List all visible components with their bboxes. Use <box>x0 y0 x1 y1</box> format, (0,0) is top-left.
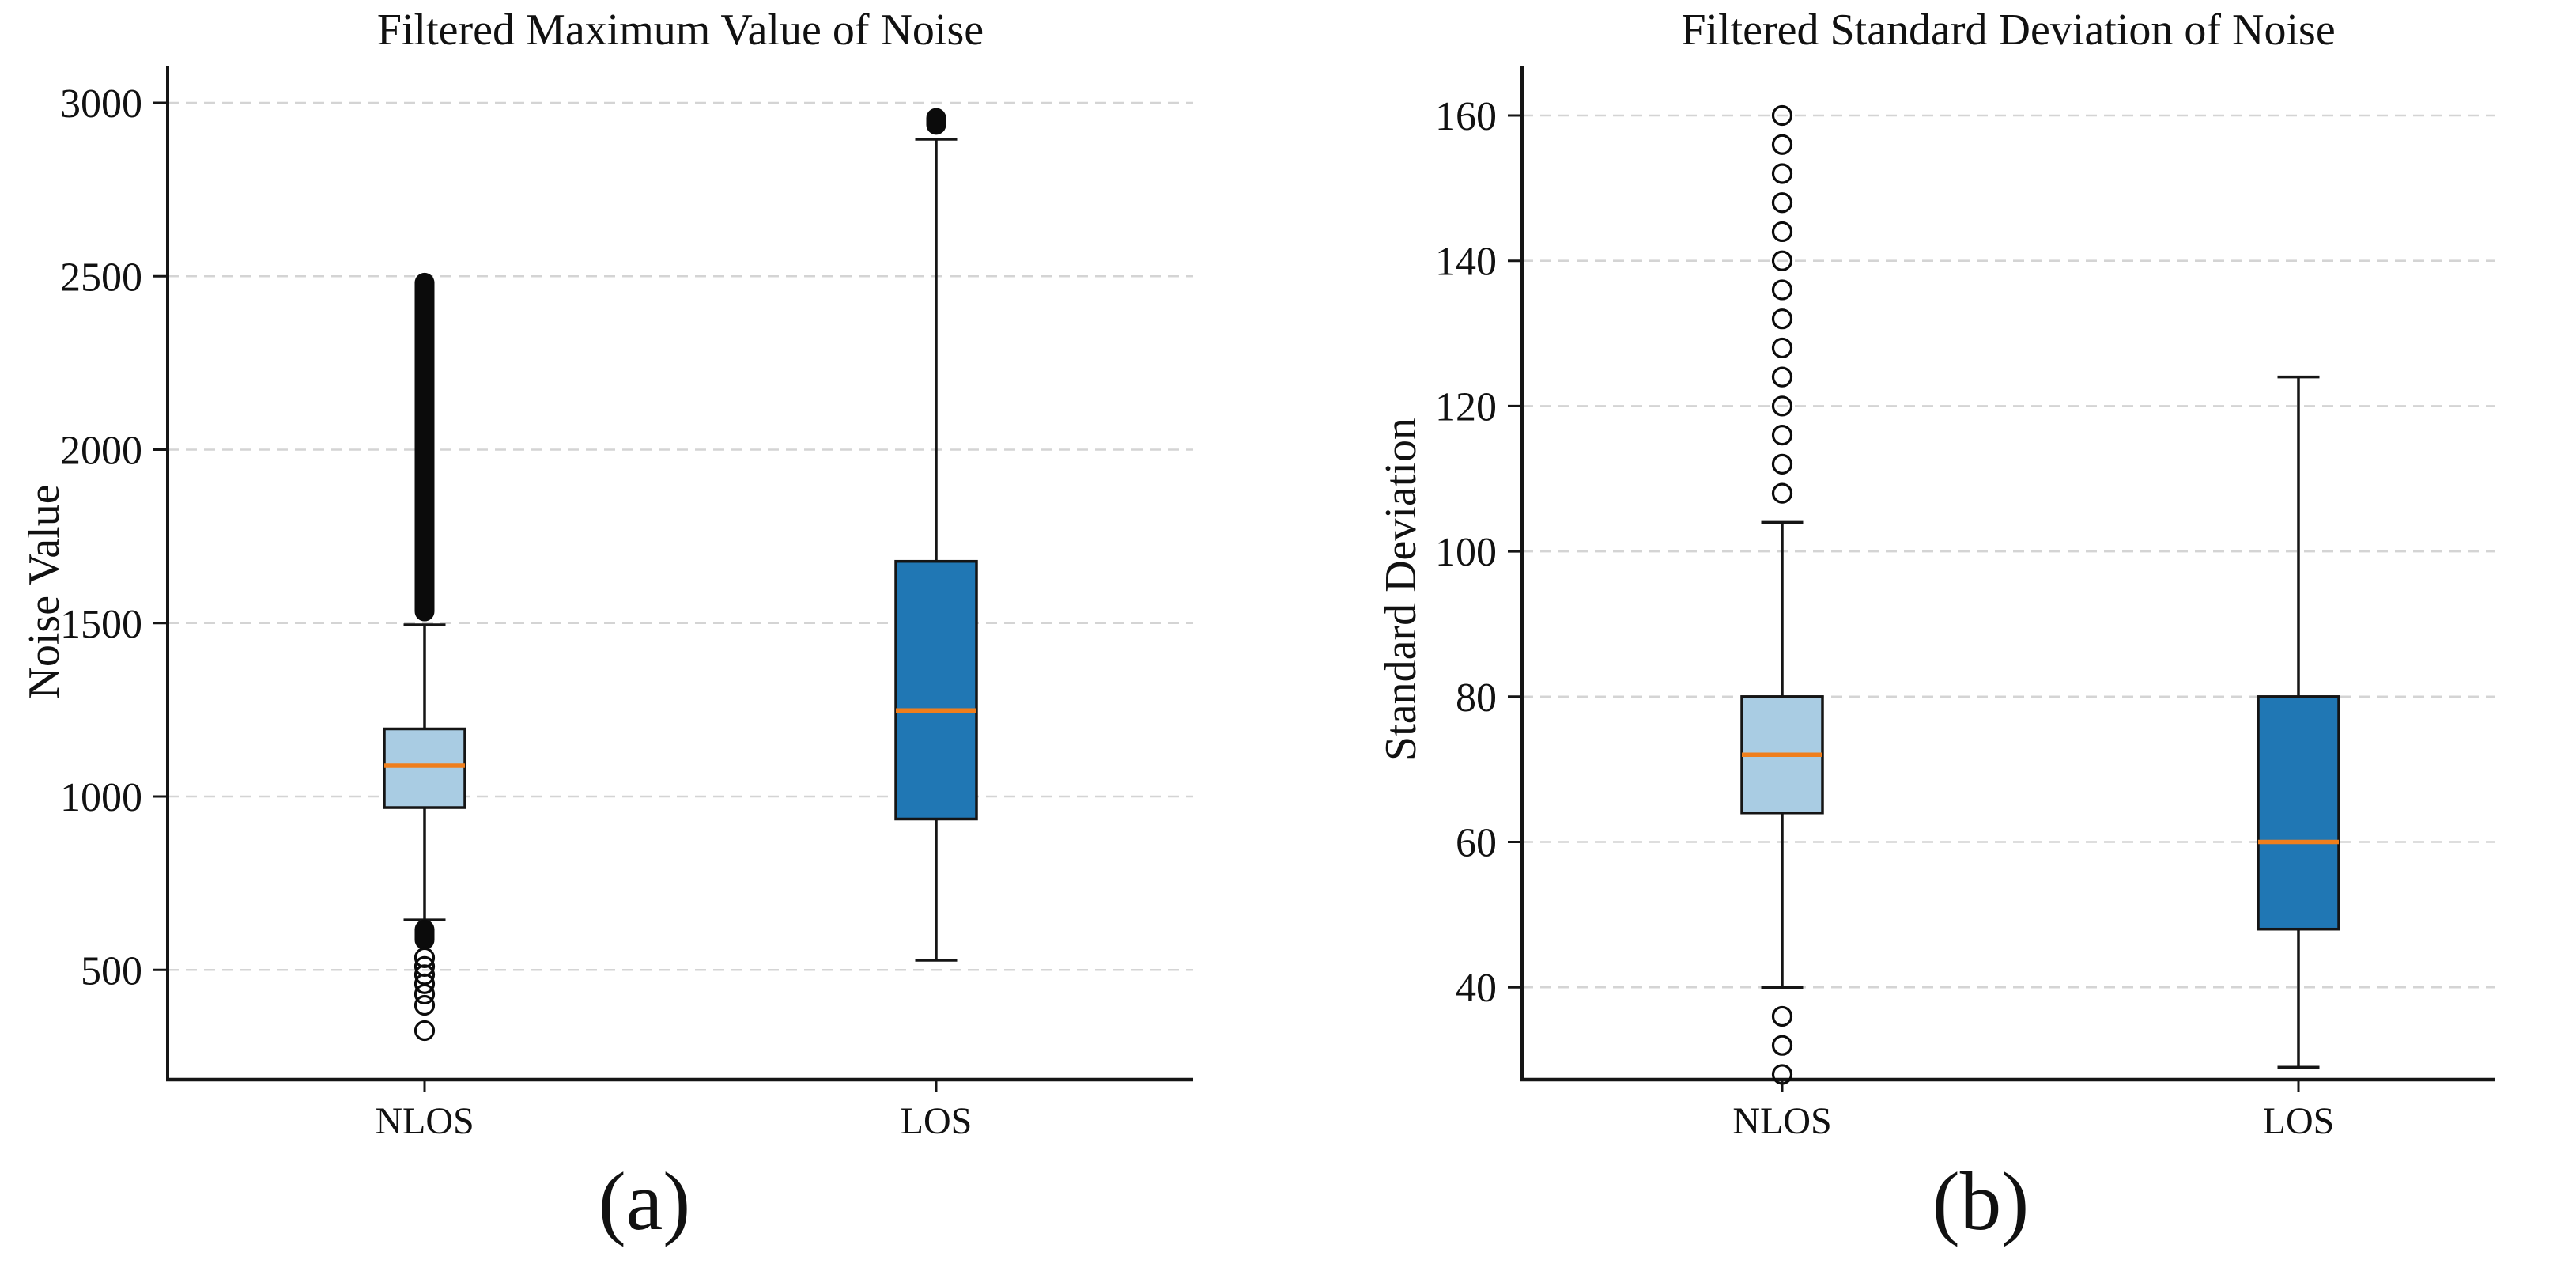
outlier-point <box>1771 366 1793 388</box>
y-tick-label: 140 <box>1435 240 1497 285</box>
y-tick-label: 500 <box>81 948 142 993</box>
outlier-cluster <box>414 272 435 622</box>
chart-a-y-axis-label: Noise Value <box>20 484 69 699</box>
chart-b-y-axis-label: Standard Deviation <box>1377 418 1426 761</box>
boxplot-max-noise-svg: 3000 2500 2000 1500 1000 500 NLOS LOS <box>60 66 1193 1142</box>
outlier-point <box>414 994 436 1016</box>
y-tick-label: 2000 <box>60 429 142 474</box>
outlier-point <box>414 1020 436 1042</box>
y-tick-label: 60 <box>1456 821 1497 866</box>
x-tick-label: LOS <box>901 1100 973 1142</box>
outlier-point <box>414 973 436 994</box>
outlier-point <box>1771 221 1793 243</box>
y-tick-label: 40 <box>1456 966 1497 1011</box>
outlier-point <box>1771 482 1793 504</box>
box-los <box>894 559 978 821</box>
outlier-point <box>1771 250 1793 271</box>
outlier-point <box>1771 163 1793 184</box>
outlier-point <box>1771 337 1793 359</box>
x-tick-label: NLOS <box>375 1100 474 1142</box>
outlier-point <box>414 983 436 1005</box>
y-tick-label: 2500 <box>60 255 142 300</box>
chart-b-title: Filtered Standard Deviation of Noise <box>1681 6 2336 55</box>
x-tick-label: NLOS <box>1732 1100 1831 1142</box>
outlier-point <box>1771 308 1793 330</box>
y-tick-label: 1500 <box>60 602 142 647</box>
x-tick-label: LOS <box>2263 1100 2335 1142</box>
box-nlos <box>383 727 466 809</box>
outlier-point <box>1771 192 1793 214</box>
chart-a-title: Filtered Maximum Value of Noise <box>376 6 984 55</box>
outlier-point <box>1771 134 1793 155</box>
y-tick-label: 80 <box>1456 675 1497 721</box>
y-tick-label: 120 <box>1435 384 1497 429</box>
outlier-cluster <box>926 108 946 135</box>
outlier-point <box>1771 279 1793 301</box>
y-tick-label: 3000 <box>60 81 142 127</box>
outlier-point <box>1771 1005 1793 1027</box>
subfigure-caption-a: (a) <box>598 1155 691 1247</box>
outlier-point <box>1771 104 1793 127</box>
outlier-point <box>1771 395 1793 417</box>
outlier-cluster <box>414 919 435 950</box>
outlier-point <box>1771 453 1793 475</box>
y-tick-label: 1000 <box>60 775 142 820</box>
subfigure-caption-b: (b) <box>1932 1155 2030 1247</box>
box-los <box>2257 695 2340 931</box>
boxplot-std-noise-svg: 160 140 120 100 80 60 40 NLOS LOS <box>1435 66 2495 1142</box>
y-tick-label: 160 <box>1435 94 1497 139</box>
outlier-point <box>1771 1035 1793 1056</box>
outlier-point <box>1771 425 1793 446</box>
y-tick-label: 100 <box>1435 530 1497 575</box>
